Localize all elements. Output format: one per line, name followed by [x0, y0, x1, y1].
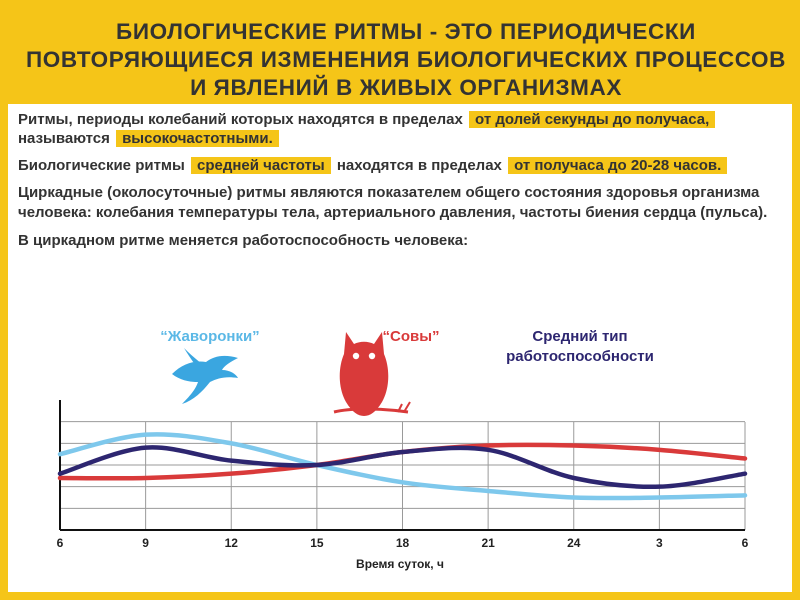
x-tick-label: 9: [142, 536, 149, 550]
paragraph-medium-frequency: Биологические ритмы средней частоты нахо…: [18, 156, 784, 175]
paragraph-high-frequency: Ритмы, периоды колебаний которых находят…: [18, 110, 784, 148]
paragraph-text: Биологические ритмы: [18, 157, 185, 174]
chart-series: [57, 432, 748, 501]
x-tick-label: 15: [310, 536, 324, 550]
x-axis-label: Время суток, ч: [356, 557, 444, 571]
series-line-average: [57, 445, 748, 490]
legend-larks: “Жаворонки”: [160, 328, 259, 345]
highlight-range: от получаса до 20-28 часов.: [508, 157, 728, 174]
x-tick-label: 3: [656, 536, 663, 550]
x-tick-label: 12: [225, 536, 239, 550]
paragraph-circadian: Циркадные (околосуточные) ритмы являются…: [18, 184, 768, 221]
chart-grid: [59, 400, 746, 531]
x-tick-label: 24: [567, 536, 581, 550]
paragraph-performance: В циркадном ритме меняется работоспособн…: [18, 232, 469, 249]
legend-owls: “Совы”: [382, 328, 439, 345]
bird-icon: [172, 348, 238, 404]
text-content: Ритмы, периоды колебаний которых находят…: [18, 110, 784, 258]
paragraph-text: находятся в пределах: [336, 157, 502, 174]
owl-icon: [333, 332, 411, 416]
paragraph-text: называются: [18, 130, 110, 147]
highlight-term: средней частоты: [191, 157, 331, 174]
x-tick-label: 6: [57, 536, 64, 550]
page-title: БИОЛОГИЧЕСКИЕ РИТМЫ - ЭТО ПЕРИОДИЧЕСКИ П…: [26, 19, 786, 100]
header-banner: БИОЛОГИЧЕСКИЕ РИТМЫ - ЭТО ПЕРИОДИЧЕСКИ П…: [8, 8, 792, 104]
chart-ticks: 6 9 12 15 18 21 24 3 6: [57, 536, 749, 550]
legend-average-line2: работоспособности: [506, 348, 654, 365]
paragraph-text: Ритмы, периоды колебаний которых находят…: [18, 111, 463, 128]
x-tick-label: 6: [742, 536, 749, 550]
x-tick-label: 18: [396, 536, 410, 550]
series-line-larks: [57, 432, 748, 501]
highlight-term: высокочастотными.: [116, 130, 279, 147]
x-tick-label: 21: [481, 536, 495, 550]
legend-average-line1: Средний тип: [532, 328, 627, 345]
highlight-range: от долей секунды до получаса,: [469, 111, 716, 128]
